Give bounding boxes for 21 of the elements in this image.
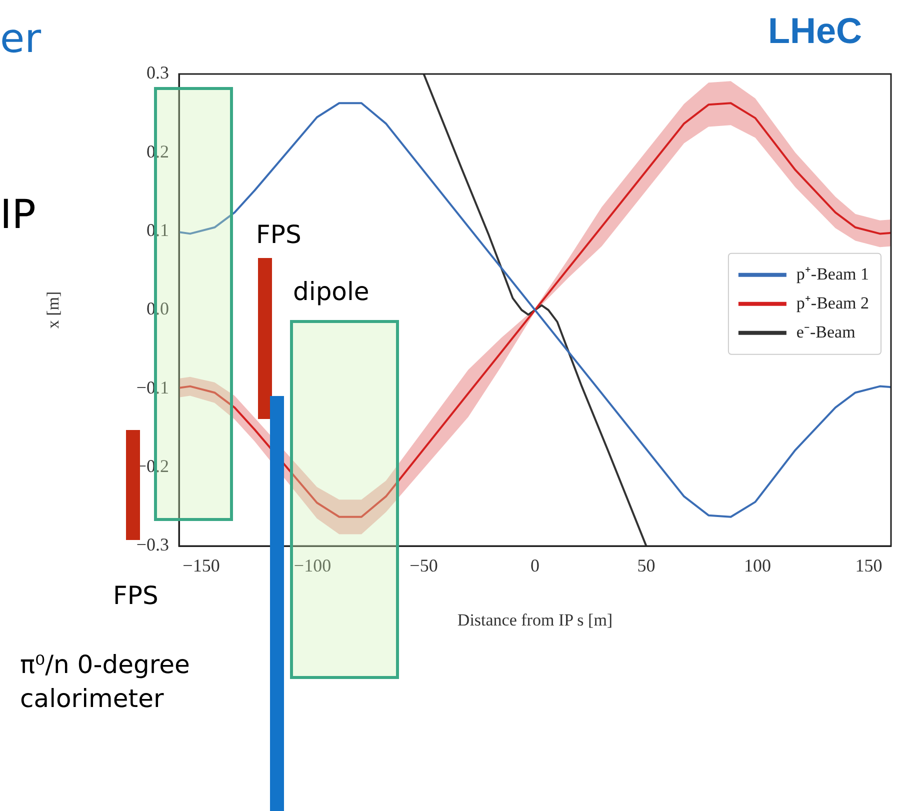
x-tick-label: 0 bbox=[530, 556, 540, 576]
x-tick-label: −150 bbox=[182, 556, 220, 576]
legend-label: e⁻-Beam bbox=[796, 322, 856, 342]
x-axis-title: Distance from IP s [m] bbox=[457, 610, 613, 630]
annotation: FPS bbox=[256, 220, 302, 249]
text: FPS bbox=[113, 581, 158, 610]
x-tick-label: 50 bbox=[637, 556, 656, 576]
text: π⁰/n 0-degree calorimeter bbox=[20, 649, 191, 715]
y-axis-title: x [m] bbox=[44, 291, 63, 329]
legend-label: p⁺-Beam 1 bbox=[796, 264, 870, 284]
y-tick-label: 0.3 bbox=[146, 62, 169, 83]
text: LHeC bbox=[768, 10, 862, 52]
annotation: dipole bbox=[293, 277, 370, 306]
legend-label: p⁺-Beam 2 bbox=[796, 293, 870, 312]
y-tick-label: −0.3 bbox=[136, 534, 169, 555]
text: IP bbox=[0, 192, 36, 238]
x-tick-label: −50 bbox=[410, 556, 438, 576]
x-tick-label: −100 bbox=[294, 556, 332, 576]
x-tick-label: 150 bbox=[855, 556, 882, 576]
x-tick-label: 100 bbox=[744, 556, 771, 576]
text: er bbox=[0, 16, 42, 62]
